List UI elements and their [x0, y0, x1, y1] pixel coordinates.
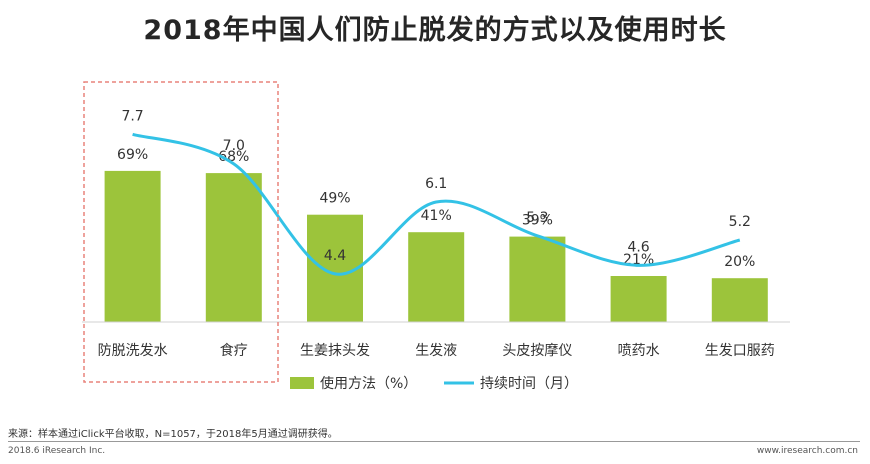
legend: 使用方法（%） 持续时间（月） [290, 375, 578, 392]
bar-3 [307, 214, 363, 322]
copyright: 2018.6 iResearch Inc. [8, 446, 106, 456]
bar-label-2: 68% [218, 149, 249, 165]
line-label-1: 7.7 [121, 108, 143, 124]
source-note: 来源：样本通过iClick平台收取，N=1057，于2018年5月通过调研获得。 [8, 429, 338, 440]
bar-label-5: 39% [522, 213, 553, 229]
highlight-box [83, 81, 279, 383]
category-label-1: 防脱洗发水 [98, 343, 168, 359]
line-labels-group: 7.7 7.0 4.4 6.1 5.3 4.6 5.2 [121, 108, 750, 264]
bar-6 [610, 276, 667, 322]
footer-divider [8, 441, 860, 442]
legend-line-label: 持续时间（月） [480, 375, 578, 392]
line-label-4: 6.1 [425, 176, 447, 192]
bar-label-1: 69% [117, 147, 148, 163]
line-label-5: 5.3 [526, 210, 548, 226]
bar-label-7: 20% [724, 254, 755, 270]
bar-label-4: 41% [421, 208, 452, 224]
bar-5 [509, 236, 566, 322]
category-label-4: 生发液 [415, 343, 457, 359]
category-label-5: 头皮按摩仪 [502, 342, 572, 359]
bars-group [104, 170, 768, 322]
line-label-3: 4.4 [324, 248, 346, 264]
bar-2 [205, 173, 262, 322]
bar-7 [711, 278, 768, 322]
bar-label-3: 49% [319, 191, 350, 207]
bar-4 [408, 232, 465, 322]
line-label-2: 7.0 [223, 138, 245, 154]
legend-bar-swatch [290, 377, 314, 389]
category-label-3: 生姜抹头发 [300, 343, 370, 359]
legend-bar-label: 使用方法（%） [320, 375, 417, 392]
category-label-2: 食疗 [220, 342, 248, 359]
category-label-6: 喷药水 [618, 343, 660, 359]
chart: 69% 68%49%41% 39%21% 20% 防脱洗发水 食疗 生姜抹头发 生发液 头皮按… [82, 81, 790, 392]
line-label-6: 4.6 [627, 239, 649, 255]
duration-line [132, 132, 741, 276]
bar-labels-group: 69% 68%49%41% 39%21% 20% [117, 147, 755, 270]
bar-1 [104, 170, 161, 322]
chart-title: 2018年中国人们防止脱发的方式以及使用时长 [143, 15, 727, 46]
category-labels-group: 防脱洗发水 食疗 生姜抹头发 生发液 头皮按摩仪 喷药水 生发口服药 [98, 342, 775, 359]
category-label-7: 生发口服药 [705, 343, 775, 359]
website: www.iresearch.com.cn [756, 446, 858, 456]
line-label-7: 5.2 [729, 214, 751, 230]
